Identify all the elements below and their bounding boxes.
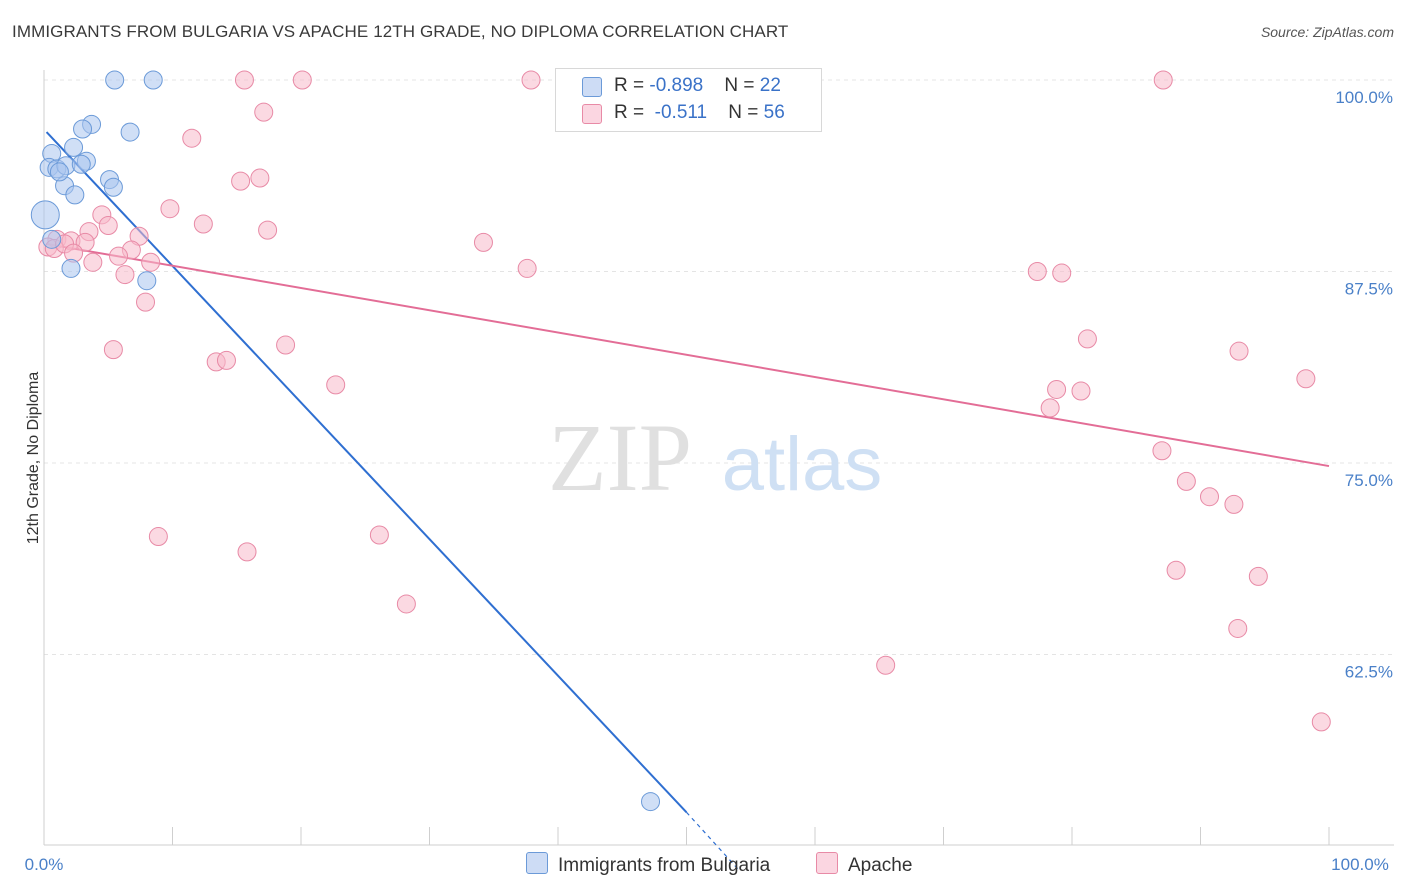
point-apache: [326, 375, 346, 395]
point-bulgaria: [105, 70, 125, 90]
point-bulgaria: [61, 258, 81, 278]
point-apache: [234, 70, 254, 90]
axes: [43, 70, 1394, 846]
trend-line-bulgaria: [45, 131, 688, 813]
y-axis-label: 12th Grade, No Diploma: [25, 372, 42, 545]
y-tick-labels: 100.0% 87.5% 75.0% 62.5%: [1335, 88, 1393, 682]
point-bulgaria: [42, 229, 62, 249]
point-apache: [276, 335, 296, 355]
point-apache: [1296, 369, 1316, 389]
point-apache: [148, 527, 168, 547]
point-apache: [1229, 341, 1249, 361]
x-ticks: [43, 827, 1330, 845]
data-points: [30, 70, 1331, 812]
point-apache: [103, 340, 123, 360]
point-apache: [396, 594, 416, 614]
n-value-apache: 56: [763, 102, 785, 123]
point-apache: [1228, 618, 1248, 638]
legend-text-apache: R = -0.511 N = 56: [614, 102, 785, 124]
point-apache: [1166, 560, 1186, 580]
point-apache: [193, 214, 213, 234]
point-bulgaria: [641, 792, 661, 812]
point-apache: [250, 168, 270, 188]
point-apache: [115, 265, 135, 285]
legend-swatch-apache: [582, 104, 602, 124]
y-tick-label: 87.5%: [1345, 280, 1393, 299]
bottom-legend-label-bulgaria: Immigrants from Bulgaria: [558, 855, 771, 876]
point-bulgaria: [64, 137, 84, 157]
r-label: R =: [614, 102, 650, 123]
point-bulgaria: [71, 154, 91, 174]
point-apache: [1311, 712, 1331, 732]
point-apache: [1152, 441, 1172, 461]
watermark-zip: ZIP: [548, 404, 692, 511]
point-apache: [521, 70, 541, 90]
gridlines: [44, 79, 1394, 655]
point-apache: [1027, 262, 1047, 281]
x-tick-label-min: 0.0%: [25, 855, 64, 874]
n-label: N =: [724, 75, 760, 96]
trend-lines: [45, 131, 1330, 870]
point-bulgaria: [143, 70, 163, 90]
r-label: R =: [614, 75, 650, 96]
legend-swatch-bulgaria: [582, 77, 602, 97]
point-apache: [1077, 329, 1097, 349]
bottom-legend-apache: Apache: [816, 852, 912, 877]
point-bulgaria: [120, 122, 140, 142]
y-tick-label: 100.0%: [1335, 88, 1393, 107]
point-apache: [1052, 263, 1072, 283]
chart-title: IMMIGRANTS FROM BULGARIA VS APACHE 12TH …: [12, 22, 789, 41]
r-value-bulgaria: -0.898: [649, 75, 704, 96]
correlation-legend: R = -0.898 N = 22 R = -0.511 N = 56: [555, 68, 822, 132]
bottom-legend-label-apache: Apache: [848, 855, 913, 876]
watermark: ZIP atlas: [548, 404, 882, 511]
point-apache: [109, 246, 129, 266]
r-value-apache: -0.511: [654, 102, 708, 123]
watermark-atlas: atlas: [722, 422, 883, 507]
point-apache: [473, 232, 493, 252]
y-tick-label: 75.0%: [1345, 471, 1393, 490]
point-apache: [216, 350, 236, 370]
point-apache: [517, 258, 537, 278]
point-apache: [369, 525, 389, 545]
source-label: Source: ZipAtlas.com: [1260, 24, 1394, 40]
point-bulgaria: [73, 119, 93, 139]
point-apache: [1153, 70, 1173, 90]
point-apache: [141, 252, 161, 272]
point-apache: [160, 199, 180, 219]
point-apache: [231, 171, 251, 191]
point-bulgaria: [103, 177, 123, 197]
y-tick-label: 62.5%: [1345, 663, 1393, 682]
point-apache: [876, 655, 896, 675]
n-value-bulgaria: 22: [759, 75, 781, 96]
point-apache: [258, 220, 278, 240]
bottom-legend-swatch-bulgaria: [526, 852, 548, 874]
point-bulgaria: [30, 200, 60, 230]
point-bulgaria: [137, 271, 157, 291]
point-apache: [1040, 398, 1060, 418]
point-apache: [136, 292, 156, 312]
point-apache: [83, 252, 103, 272]
point-apache: [292, 70, 312, 90]
point-apache: [1224, 494, 1244, 514]
point-apache: [254, 102, 274, 122]
trend-line-apache: [46, 242, 1330, 468]
n-label: N =: [728, 102, 764, 123]
point-apache: [98, 216, 118, 236]
point-apache: [237, 542, 257, 562]
point-bulgaria: [65, 185, 85, 205]
bottom-legend-swatch-apache: [816, 852, 838, 874]
x-tick-label-max: 100.0%: [1331, 855, 1389, 874]
point-apache: [1071, 381, 1091, 401]
legend-text-bulgaria: R = -0.898 N = 22: [614, 75, 781, 97]
point-apache: [1199, 487, 1219, 507]
point-apache: [1047, 379, 1067, 399]
point-apache: [182, 128, 202, 148]
bottom-legend-bulgaria: Immigrants from Bulgaria: [526, 852, 770, 877]
point-bulgaria: [49, 162, 69, 182]
point-apache: [1248, 566, 1268, 586]
point-apache: [1176, 471, 1196, 491]
